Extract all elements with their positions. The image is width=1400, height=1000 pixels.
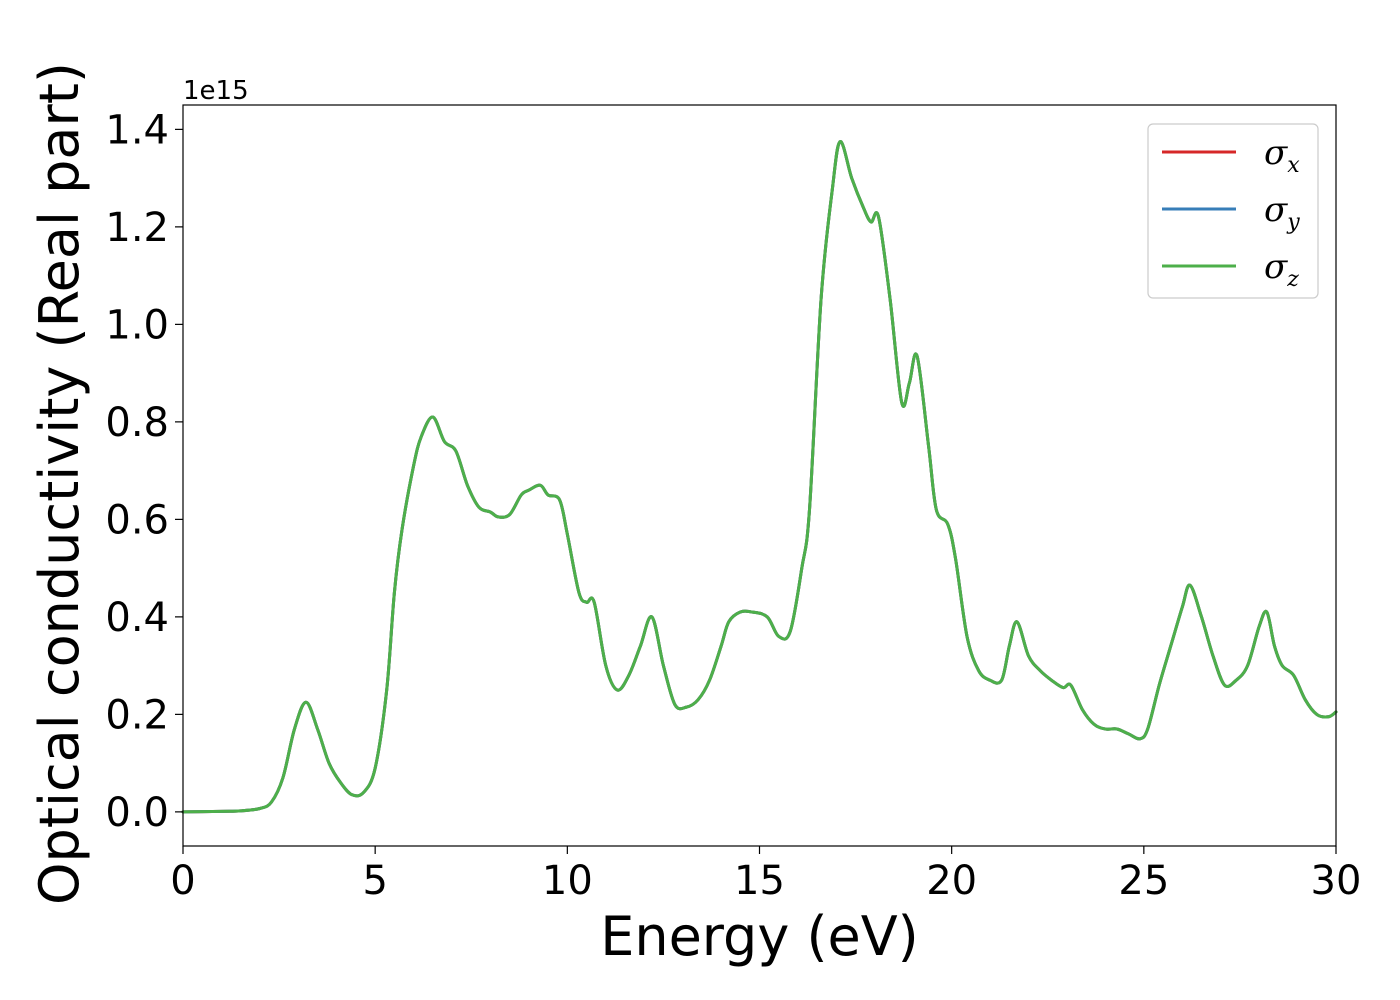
y-tick-label: 0.2 xyxy=(105,692,169,738)
series-line-σz xyxy=(181,140,1338,814)
legend-label: σx xyxy=(1264,133,1300,178)
legend-symbol: σ xyxy=(1264,247,1288,287)
x-tick-label: 30 xyxy=(1311,858,1362,904)
legend-box xyxy=(1147,123,1319,299)
legend-symbol: σ xyxy=(1264,190,1288,230)
x-tick-label: 10 xyxy=(542,858,593,904)
legend-label: σy xyxy=(1264,190,1300,235)
x-axis: 0 5 10 15 20 25 30 xyxy=(170,846,1361,904)
y-tick-label: 1.0 xyxy=(105,302,169,348)
x-tick-label: 20 xyxy=(926,858,977,904)
y-tick-label: 0.6 xyxy=(105,497,169,543)
y-axis: 0.0 0.2 0.4 0.6 0.8 1.0 1.2 1.4 xyxy=(105,107,183,836)
y-tick-label: 0.8 xyxy=(105,400,169,446)
y-tick-label: 0.4 xyxy=(105,595,169,641)
x-tick-label: 25 xyxy=(1118,858,1169,904)
x-tick-label: 15 xyxy=(734,858,785,904)
legend-subscript: z xyxy=(1286,267,1299,292)
legend-label: σz xyxy=(1264,247,1299,292)
x-tick-label: 5 xyxy=(362,858,387,904)
legend-subscript: y xyxy=(1286,210,1300,235)
y-tick-label: 1.4 xyxy=(105,107,169,153)
x-tick-label: 0 xyxy=(170,858,195,904)
y-tick-label: 0.0 xyxy=(105,790,169,836)
series-layer xyxy=(181,140,1338,814)
x-axis-title: Energy (eV) xyxy=(600,905,919,968)
y-axis-title: Optical conductivity (Real part) xyxy=(28,62,91,905)
y-tick-label: 1.2 xyxy=(105,205,169,251)
y-offset-label: 1e15 xyxy=(183,76,249,106)
legend-symbol: σ xyxy=(1264,133,1288,173)
legend-subscript: x xyxy=(1287,153,1300,178)
